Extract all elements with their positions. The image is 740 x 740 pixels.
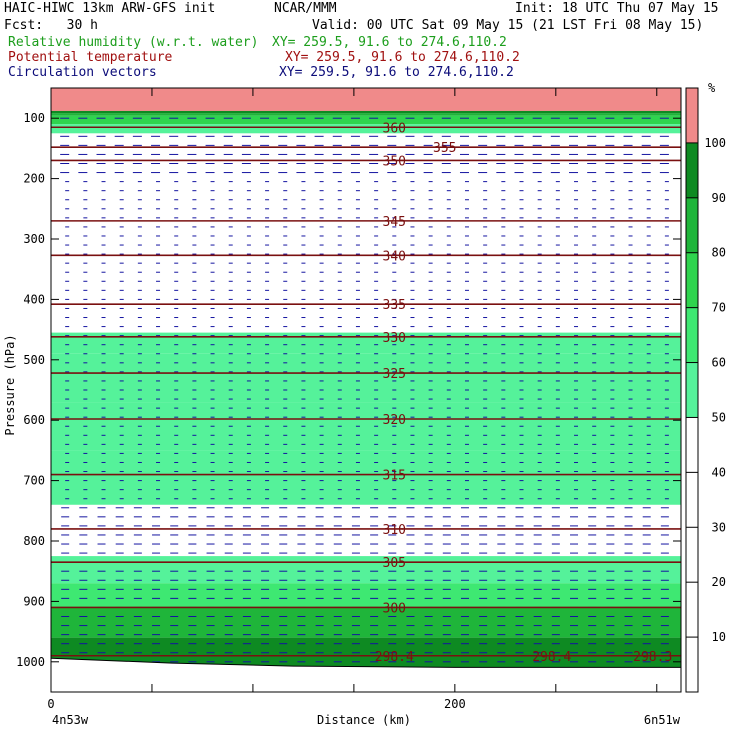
rh-band-8 [51,450,681,505]
colorbar-swatch-6 [686,88,698,143]
field-theta-name: Potential temperature [8,50,173,65]
field-vectors-xy: XY= 259.5, 91.6 to 274.6,110.2 [279,65,514,80]
field-vectors-name: Circulation vectors [8,65,157,80]
isentrope-label: 360 [383,121,406,136]
x-tick-label: 200 [444,697,466,711]
rh-band-1 [51,110,681,114]
isentrope-label: 345 [383,215,406,230]
org-label: NCAR/MMM [274,1,337,16]
colorbar-swatch-3 [686,252,698,308]
y-tick-label: 1000 [16,655,45,669]
y-tick-label: 300 [23,232,45,246]
colorbar-unit: % [708,81,716,95]
colorbar-swatch-5 [686,142,698,198]
rh-band-7 [51,402,681,451]
colorbar-tick-label: 70 [712,301,726,315]
rh-band-5 [51,332,681,354]
isentrope-label: 325 [383,367,406,382]
x-axis-label: Distance (km) [317,713,411,727]
valid-time: Valid: 00 UTC Sat 09 May 15 (21 LST Fri … [312,18,704,33]
isentrope-label: 350 [383,154,406,169]
colorbar-tick-label: 60 [712,356,726,370]
model-title: HAIC-HIWC 13km ARW-GFS init [4,1,216,16]
y-axis-label: Pressure (hPa) [3,334,17,435]
rh-band-10 [51,583,681,608]
colorbar-tick-label: 90 [712,191,726,205]
rh-band-2 [51,113,681,116]
colorbar-tick-label: 10 [712,630,726,644]
humidity-fill-layer [51,88,681,668]
rh-band-11 [51,607,681,638]
colorbar-tick-label: 20 [712,575,726,589]
colorbar-swatch-0 [686,417,698,692]
field-rh-xy: XY= 259.5, 91.6 to 274.6,110.2 [272,35,507,50]
isentrope-label: 320 [383,413,406,428]
colorbar-swatch-1 [686,362,698,418]
rh-band-6 [51,353,681,403]
colorbar-tick-label: 40 [712,465,726,479]
colorbar-tick-label: 80 [712,246,726,260]
colorbar-tick-label: 100 [704,136,726,150]
rh-band-9 [51,556,681,584]
y-tick-label: 500 [23,353,45,367]
rh-band-0 [51,88,681,111]
y-tick-label: 800 [23,534,45,548]
plot-frame [50,87,682,693]
colorbar-frame [685,87,699,693]
rh-band-3 [51,115,681,125]
isentrope-label: 310 [383,523,406,538]
isentrope-label: 305 [383,556,406,571]
colorbar: 10 20 30 40 50 60 70 80 90 100 [685,87,726,693]
y-tick-label: 900 [23,594,45,608]
colorbar-swatch-4 [686,197,698,253]
isentrope-label: 298.4 [532,650,571,665]
y-tick-label: 700 [23,474,45,488]
forecast-hour: Fcst: 30 h [4,18,98,33]
x-start-label: 4n53w [52,713,89,727]
isentrope-label: 315 [383,469,406,484]
y-tick-label: 100 [23,111,45,125]
axis-layer: 100 200 300 400 500 600 700 800 900 1000 0 200 [16,88,681,711]
isentrope-label: 300 [383,601,406,616]
isentrope-label: 340 [383,249,406,264]
isentrope-label: 298.4 [375,650,414,665]
rh-band-4 [51,124,681,134]
isentrope-label: 298.3 [633,650,672,665]
colorbar-tick-label: 30 [712,520,726,534]
field-rh-name: Relative humidity (w.r.t. water) [8,35,259,50]
x-end-label: 6n51w [644,713,681,727]
x-tick-label: 0 [47,697,54,711]
surface-layer [50,657,681,692]
isentrope-layer: 360 355 350 345 340 335 330 325 320 315 310 305 300 2… [51,121,681,665]
isentrope-label: 335 [383,298,406,313]
isentrope-label: 330 [383,331,406,346]
y-tick-label: 600 [23,413,45,427]
init-time: Init: 18 UTC Thu 07 May 15 [515,1,719,16]
field-theta-xy: XY= 259.5, 91.6 to 274.6,110.2 [285,50,520,65]
y-tick-label: 200 [23,172,45,186]
y-tick-label: 400 [23,292,45,306]
below-ground-fill [51,658,681,692]
isentrope-label: 355 [433,141,456,156]
colorbar-tick-label: 50 [712,410,726,424]
colorbar-swatch-2 [686,307,698,363]
